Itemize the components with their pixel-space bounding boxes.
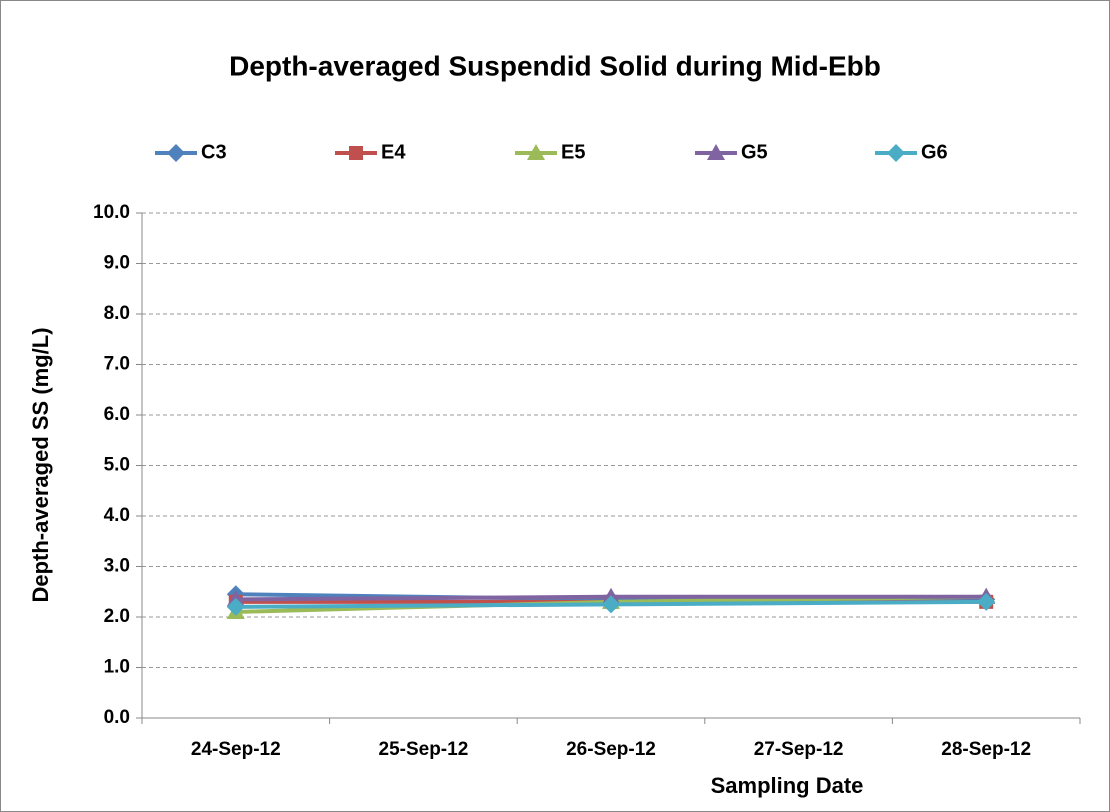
legend-label: E4 <box>381 141 406 163</box>
y-tick-label: 1.0 <box>104 657 130 678</box>
legend-label: C3 <box>201 141 227 163</box>
x-tick-label: 27-Sep-12 <box>754 739 844 760</box>
y-tick-label: 0.0 <box>104 707 130 728</box>
y-tick-label: 3.0 <box>104 556 130 577</box>
y-tick-label: 8.0 <box>104 303 130 324</box>
y-tick-label: 7.0 <box>104 354 130 375</box>
marker <box>977 592 996 611</box>
marker <box>226 597 245 616</box>
legend-label: G6 <box>921 141 948 163</box>
x-tick-label: 24-Sep-12 <box>191 739 281 760</box>
marker <box>349 146 363 160</box>
y-tick-label: 10.0 <box>93 202 130 223</box>
x-tick-label: 28-Sep-12 <box>941 739 1031 760</box>
x-axis-label: Sampling Date <box>711 773 864 798</box>
y-tick-label: 2.0 <box>104 606 130 627</box>
marker <box>527 144 545 160</box>
y-axis-label: Depth-averaged SS (mg/L) <box>28 327 53 602</box>
marker <box>707 144 725 160</box>
legend-label: E5 <box>561 141 585 163</box>
y-tick-label: 6.0 <box>104 404 130 425</box>
x-tick-label: 25-Sep-12 <box>379 739 469 760</box>
y-tick-label: 4.0 <box>104 505 130 526</box>
chart-title: Depth-averaged Suspendid Solid during Mi… <box>229 50 881 81</box>
y-tick-label: 9.0 <box>104 253 130 274</box>
legend-label: G5 <box>741 141 768 163</box>
marker <box>167 144 185 162</box>
x-tick-label: 26-Sep-12 <box>566 739 656 760</box>
marker <box>887 144 905 162</box>
y-tick-label: 5.0 <box>104 455 130 476</box>
marker <box>602 595 620 614</box>
